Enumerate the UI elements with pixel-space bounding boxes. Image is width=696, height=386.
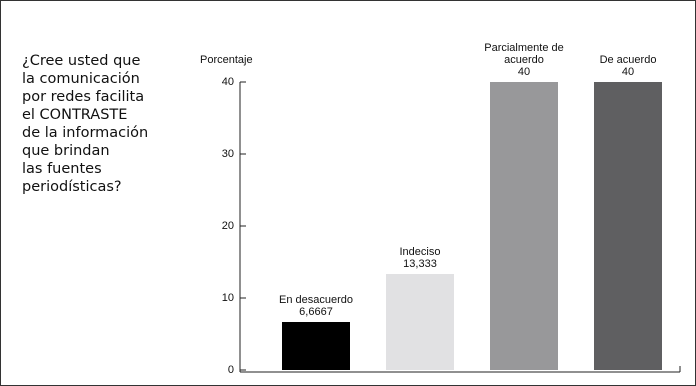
question: ¿Cree usted que la comunicación por redes … <box>22 52 148 196</box>
value-label: 40 <box>621 66 635 78</box>
bar <box>282 321 350 370</box>
y-tick-label: 10 <box>222 292 234 304</box>
y-axis-label: Porcentaje <box>200 54 253 66</box>
value-label: 13,333 <box>403 258 437 271</box>
question-line: ¿Cree usted que <box>22 53 141 69</box>
category-label: Indeciso <box>399 246 441 259</box>
value-label: 40 <box>517 66 531 78</box>
bar-label: De acuerdo 40 <box>576 54 680 78</box>
question-line: por redes facilita <box>22 89 145 105</box>
question-line: periodísticas? <box>22 179 122 195</box>
y-tick-label: 20 <box>222 220 234 232</box>
y-tick-label: 40 <box>222 76 234 88</box>
y-tick-label: 30 <box>222 148 234 160</box>
bar <box>490 82 558 370</box>
category-label: Parcialmente de acuerdo <box>484 42 564 66</box>
bar-label: Indeciso 13,333 <box>368 246 472 270</box>
question-line: las fuentes <box>22 161 102 177</box>
bar-label: Parcialmente de acuerdo 40 <box>472 42 576 78</box>
question-line: que brindan <box>22 143 110 159</box>
value-label: 6,6667 <box>299 306 333 318</box>
question-line: la comunicación <box>22 71 140 87</box>
bar <box>386 274 454 370</box>
y-tick-label: 0 <box>228 364 234 376</box>
bar-label: En desacuerdo 6,6667 <box>264 294 368 318</box>
bar <box>594 82 662 370</box>
question-line: de la información <box>22 125 149 141</box>
question-line: el CONTRASTE <box>22 107 128 123</box>
category-label: En desacuerdo <box>279 294 353 306</box>
category-label: De acuerdo <box>599 54 657 66</box>
